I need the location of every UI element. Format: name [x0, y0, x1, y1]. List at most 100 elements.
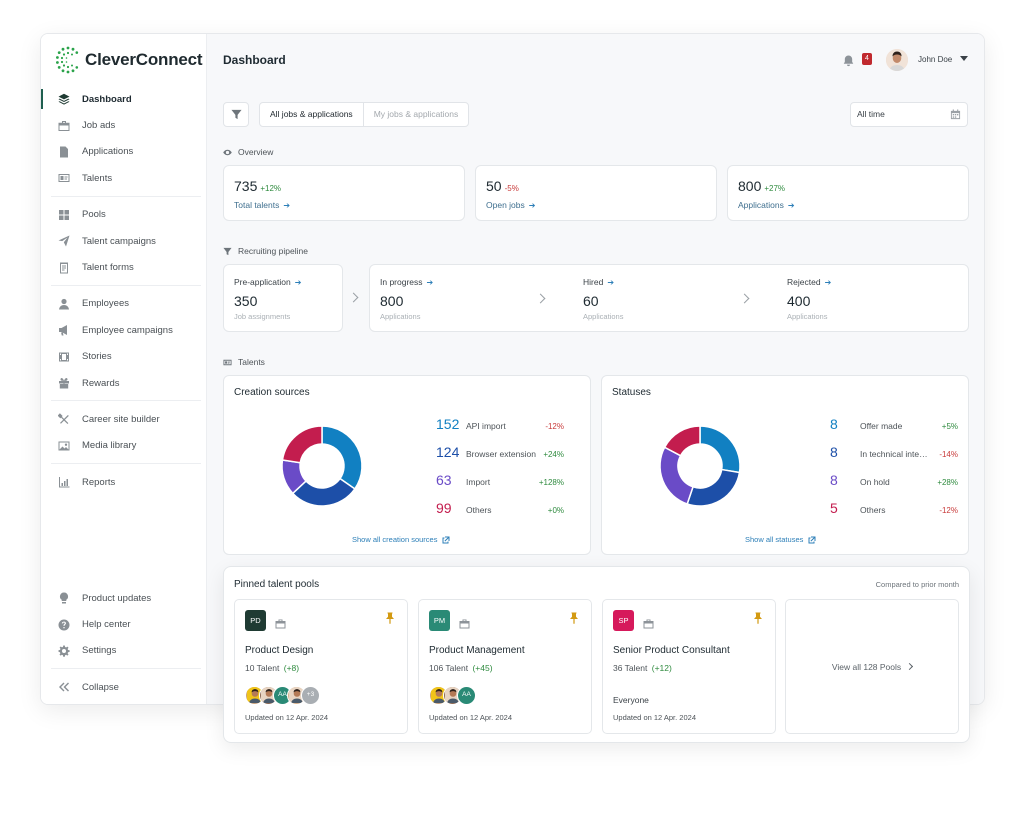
lightbulb-icon	[58, 592, 70, 604]
sidebar-item-employees[interactable]: Employees	[41, 291, 207, 317]
chevron-right-icon	[906, 662, 914, 671]
sidebar-item-talents[interactable]: Talents	[41, 165, 207, 191]
notification-count-badge: 4	[862, 53, 872, 65]
legend-delta: +28%	[937, 478, 958, 487]
legend-row-browser-extension[interactable]: 124 Browser extension +24%	[436, 444, 564, 460]
pipeline-card-pre-application[interactable]: Pre-application ➔ 350 Job assignments	[223, 264, 343, 332]
legend-delta: -12%	[545, 422, 564, 431]
sidebar-item-label: Product updates	[82, 592, 152, 604]
show-all-statuses-link[interactable]: Show all statuses	[745, 535, 816, 544]
pool-card-senior-product-consultant[interactable]: SP Senior Product Consultant 36 Talent (…	[602, 599, 776, 734]
donut-slice-in-technical-interview[interactable]	[686, 468, 741, 507]
legend-row-in-technical-interview[interactable]: 8 In technical interview -14%	[830, 444, 958, 460]
help-icon	[58, 619, 70, 631]
sidebar-divider	[51, 400, 201, 402]
time-range-select[interactable]: All time	[850, 102, 968, 127]
filter-button[interactable]	[223, 102, 249, 127]
sidebar-item-stories[interactable]: Stories	[41, 344, 207, 370]
sidebar-item-talent-forms[interactable]: Talent forms	[41, 254, 207, 280]
sidebar-item-job-ads[interactable]: Job ads	[41, 112, 207, 138]
briefcase-icon	[459, 616, 470, 629]
double-chevron-left-icon	[58, 681, 70, 693]
external-link-icon	[442, 536, 450, 543]
legend-row-others[interactable]: 5 Others -12%	[830, 500, 958, 516]
sidebar-item-help-center[interactable]: Help center	[41, 611, 207, 637]
chevron-right-icon	[739, 293, 750, 304]
stat-value: 800 +27%	[738, 178, 786, 194]
stat-card-applications[interactable]: 800 +27% Applications ➔	[727, 165, 969, 221]
legend-value: 99	[436, 500, 452, 516]
legend-delta: +24%	[543, 450, 564, 459]
cleverconnect-logo-icon	[56, 46, 79, 74]
arrow-right-icon: ➔	[283, 201, 291, 210]
pool-talent-count: 36 Talent (+12)	[613, 663, 672, 673]
stat-delta: +27%	[764, 184, 786, 193]
legend-row-on-hold[interactable]: 8 On hold +28%	[830, 472, 958, 488]
sidebar-item-collapse[interactable]: Collapse	[41, 674, 207, 700]
legend-value: 8	[830, 444, 838, 460]
chevron-right-icon	[535, 293, 546, 304]
legend-row-api-import[interactable]: 152 API import -12%	[436, 416, 564, 432]
sidebar-item-talent-campaigns[interactable]: Talent campaigns	[41, 228, 207, 254]
donut-slice-on-hold[interactable]	[659, 446, 694, 505]
sidebar-item-label: Talent campaigns	[82, 235, 156, 247]
pool-talent-delta: (+8)	[283, 663, 300, 673]
stat-value: 50 -5%	[486, 178, 519, 194]
sidebar-item-settings[interactable]: Settings	[41, 638, 207, 664]
pool-badge: SP	[613, 610, 634, 631]
bell-icon[interactable]	[843, 54, 857, 68]
legend-row-offer-made[interactable]: 8 Offer made +5%	[830, 416, 958, 432]
layers-icon	[58, 93, 70, 105]
legend-label: Offer made	[860, 421, 903, 431]
pool-card-product-management[interactable]: PM Product Management 106 Talent (+45) A…	[418, 599, 592, 734]
show-all-creation-sources-link[interactable]: Show all creation sources	[352, 535, 450, 544]
person-icon	[58, 298, 70, 310]
legend-value: 63	[436, 472, 452, 488]
stat-card-open-jobs[interactable]: 50 -5% Open jobs ➔	[475, 165, 717, 221]
gear-icon	[58, 645, 70, 657]
avatar: AA	[457, 686, 476, 705]
pin-icon[interactable]	[569, 611, 579, 624]
pool-card-product-design[interactable]: PD Product Design 10 Talent (+8) AA +3 U…	[234, 599, 408, 734]
legend-row-import[interactable]: 63 Import +128%	[436, 472, 564, 488]
sidebar-item-product-updates[interactable]: Product updates	[41, 585, 207, 611]
sidebar-item-reports[interactable]: Reports	[41, 469, 207, 495]
grid-icon	[58, 209, 70, 221]
sidebar-item-rewards[interactable]: Rewards	[41, 370, 207, 396]
avatar: +3	[301, 686, 320, 705]
legend-value: 8	[830, 472, 838, 488]
donut-slice-offer-made[interactable]	[699, 425, 741, 474]
stat-card-total-talents[interactable]: 735 +12% Total talents ➔	[223, 165, 465, 221]
user-name[interactable]: John Doe	[918, 55, 953, 64]
sidebar-item-media-library[interactable]: Media library	[41, 433, 207, 459]
sidebar-item-applications[interactable]: Applications	[41, 139, 207, 165]
view-all-pools-button[interactable]: View all 128 Pools	[785, 599, 959, 734]
tab-all-jobs[interactable]: All jobs & applications	[260, 103, 364, 126]
pool-updated-date: Updated on 12 Apr. 2024	[245, 713, 328, 722]
logo[interactable]: CleverConnect	[55, 45, 203, 75]
sidebar-item-pools[interactable]: Pools	[41, 202, 207, 228]
sidebar-item-employee-campaigns[interactable]: Employee campaigns	[41, 317, 207, 343]
sidebar-item-dashboard[interactable]: Dashboard	[41, 86, 207, 112]
legend-label: Others	[860, 505, 886, 515]
overview-section-label: Overview	[223, 147, 273, 157]
legend-row-others[interactable]: 99 Others +0%	[436, 500, 564, 516]
calendar-icon	[950, 109, 961, 120]
donut-slice-others[interactable]	[663, 425, 701, 457]
funnel-icon	[223, 247, 232, 255]
donut-slice-others[interactable]	[281, 425, 323, 464]
sidebar-divider	[51, 195, 201, 197]
sidebar-item-label: Talent forms	[82, 262, 134, 274]
pin-icon[interactable]	[753, 611, 763, 624]
pool-updated-date: Updated on 12 Apr. 2024	[429, 713, 512, 722]
funnel-icon	[230, 109, 242, 120]
document-icon	[58, 146, 70, 158]
stat-delta: -5%	[504, 184, 519, 193]
pin-icon[interactable]	[385, 611, 395, 624]
user-avatar[interactable]	[886, 49, 908, 71]
tab-my-jobs[interactable]: My jobs & applications	[373, 109, 459, 119]
comparison-note: Compared to prior month	[875, 580, 959, 589]
caret-down-icon[interactable]	[960, 56, 968, 61]
pool-name: Product Design	[245, 645, 314, 656]
sidebar-item-career-site-builder[interactable]: Career site builder	[41, 406, 207, 432]
